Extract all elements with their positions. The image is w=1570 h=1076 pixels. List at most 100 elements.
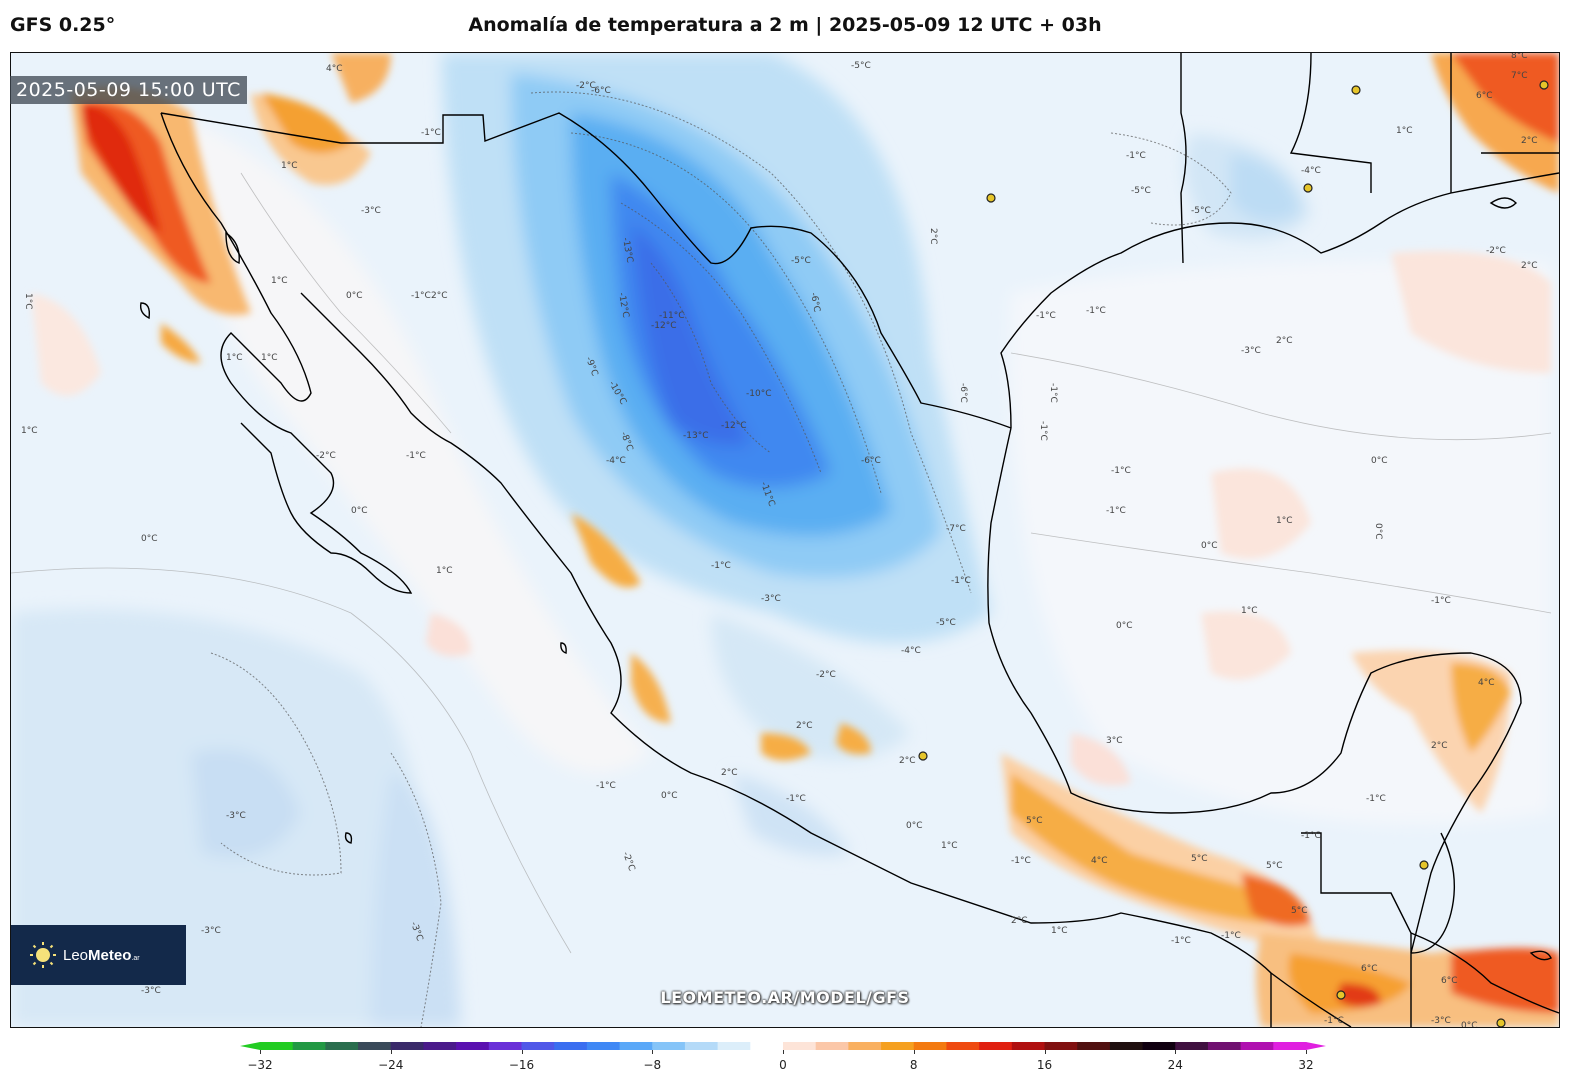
contour-label: -11°C [659,311,684,321]
contour-label: -1°C [1086,306,1106,316]
colorbar-segment [881,1042,915,1050]
contour-label: -13°C [683,431,708,441]
contour-label: -1°C [1111,466,1131,476]
contour-label: -6°C [591,86,611,96]
contour-label: -10°C [746,389,771,399]
contour-label: -1°C [786,794,806,804]
colorbar-segment [586,1042,621,1050]
colorbar-tick-label: −24 [378,1058,404,1072]
contour-label: 1°C [941,841,958,851]
contour-label: -1°C [1301,831,1321,841]
colorbar-tick-mark [913,1050,915,1054]
colorbar-tick-label: 32 [1298,1058,1314,1072]
contour-label: -12°C [721,421,746,431]
contour-label: -5°C [851,61,871,71]
contour-label: -3°C [761,594,781,604]
contour-label: 7°C [1511,71,1528,81]
contour-label: 2°C [1011,916,1028,926]
colorbar-segment [488,1042,522,1050]
contour-label: -3°C [1241,346,1261,356]
contour-label: -1°C [1048,383,1058,403]
colorbar-gradient [240,1042,1326,1050]
contour-label: 2°C [1431,741,1448,751]
contour-label: 1°C [281,161,298,171]
station-markers [918,80,1549,1027]
colorbar-segment [946,1042,980,1050]
contour-label: -3°C [361,206,381,216]
contour-label: 2°C [928,228,938,245]
contour-label: 5°C [1191,854,1208,864]
contour-label: 1°C [271,276,288,286]
contour-label: 5°C [1026,816,1043,826]
colorbar-tick-mark [260,1050,261,1054]
sun-icon [30,942,56,968]
colorbar-segment [292,1042,326,1050]
contour-label: 2°C [899,756,916,766]
colorbar-segment [619,1042,653,1050]
colorbar-segment [1240,1042,1274,1050]
colorbar-segment [325,1042,359,1050]
colorbar-tick-mark [652,1050,654,1054]
leometeo-logo: LeoMeteo.ar [11,925,186,985]
colorbar-segment [456,1042,490,1050]
colorbar-segment [717,1042,751,1050]
colorbar-segment [815,1042,849,1050]
colorbar-tick-mark [1044,1050,1046,1054]
colorbar-tick-label: 0 [779,1058,787,1072]
colorbar-segment [1011,1042,1045,1050]
contour-label: 1°C [1396,126,1413,136]
contour-label: 2°C [796,721,813,731]
contour-label: -4°C [606,456,626,466]
contour-label: -7°C [946,524,966,534]
contour-label: 6°C [1441,976,1458,986]
contour-label: -6°C [808,292,821,313]
contour-label: -13°C [620,237,634,264]
contour-label: 1°C [261,353,278,363]
colorbar-max-arrow [1306,1042,1326,1050]
valid-time-label: 2025-05-09 15:00 UTC [10,76,247,104]
temperature-anomaly-map: -13°C -12°C -11°C -12°C -10°C -12°C -13°C -10°C… [10,52,1560,1028]
contour-label: -2°C [1486,246,1506,256]
contour-label: 1°C [436,566,453,576]
contour-label: -5°C [791,256,811,266]
contour-label: -1°C [411,291,431,301]
contour-label: 2°C [431,291,448,301]
contour-label: -1°C [1366,794,1386,804]
contour-label: 1°C [1276,516,1293,526]
colorbar-tick-mark [1306,1050,1307,1054]
contour-label: 1°C [1051,926,1068,936]
contour-label: 0°C [141,534,158,544]
contour-label: 6°C [1361,964,1378,974]
contour-label: -1°C [406,451,426,461]
colorbar-segment [1109,1042,1144,1050]
colorbar-tick-mark [1175,1050,1177,1054]
contour-label: -5°C [936,618,956,628]
contour-label: 0°C [1201,541,1218,551]
contour-label: -6°C [861,456,881,466]
contour-label: -1°C [1126,151,1146,161]
contour-label: 4°C [1478,678,1495,688]
colorbar-segment [554,1042,588,1050]
contour-label: -5°C [1191,206,1211,216]
colorbar-tick-label: 24 [1167,1058,1183,1072]
contour-label: 2°C [721,768,738,778]
map-canvas: -13°C-12°C -11°C-12°C-10°C-12°C-13°C-10°C… [11,53,1559,1027]
colorbar-segment [913,1042,947,1050]
contour-label: -1°C [1036,311,1056,321]
contour-label: 0°C [1373,523,1383,540]
contour-label: 1°C [23,293,33,310]
contour-label: -1°C [1324,1016,1344,1026]
logo-wordmark: LeoMeteo.ar [63,946,140,964]
contour-label: -1°C [951,576,971,586]
contour-label: -4°C [1301,166,1321,176]
colorbar-tick-label: 8 [909,1058,918,1072]
colorbar: −32 −24 −16 −8 0 8 16 24 32 [240,1038,1326,1076]
contour-label: -1°C [1171,936,1191,946]
colorbar-segment [1077,1042,1111,1050]
contour-label: -4°C [901,646,921,656]
colorbar-tick-mark [783,1050,784,1054]
colorbar-segment [979,1042,1013,1050]
contour-label: 0°C [1461,1021,1478,1027]
contour-label: -1°C [1038,421,1048,441]
colorbar-segment [423,1042,457,1050]
